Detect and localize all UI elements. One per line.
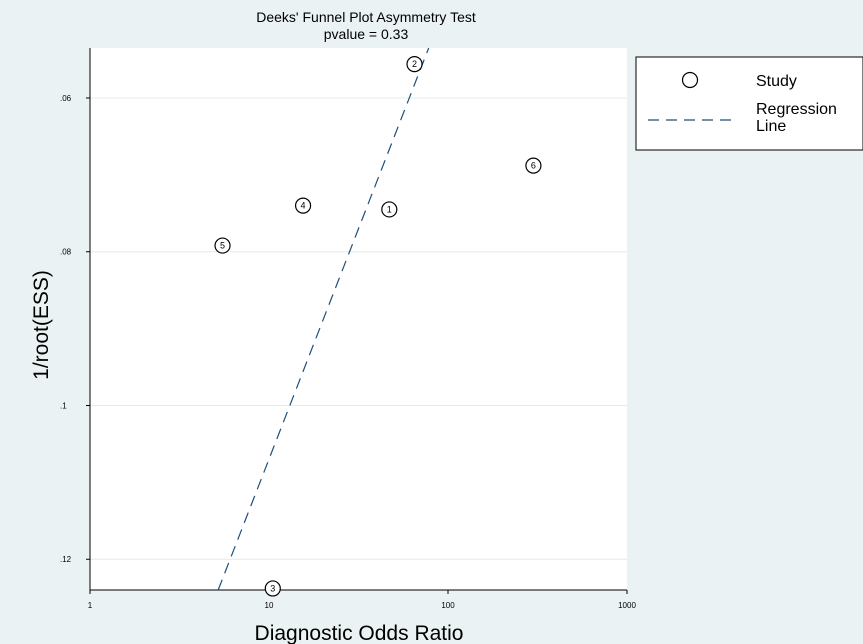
- chart-subtitle: pvalue = 0.33: [324, 26, 409, 42]
- x-tick-label-3: 1000: [618, 601, 636, 610]
- study-points: 1 2 3 4 5 6: [214, 56, 542, 597]
- axes: .06 .08 .1 .12 1 10 100 1000: [60, 48, 636, 610]
- y-tick-label-0: .06: [60, 94, 72, 103]
- y-axis-title: 1/root(ESS): [30, 270, 53, 380]
- study-point-label-5: 5: [220, 241, 225, 251]
- legend-study-marker: [681, 71, 699, 89]
- y-tick-label-2: .1: [60, 401, 67, 410]
- x-tick-label-2: 100: [441, 601, 455, 610]
- regression-layer: [217, 47, 430, 591]
- study-point-label-1: 1: [387, 204, 392, 214]
- y-tick-label-3: .12: [60, 555, 72, 564]
- legend-regression-label-line2: Line: [756, 118, 786, 135]
- study-point-4: [294, 197, 312, 214]
- legend-regression-label-line1: Regression: [756, 101, 837, 118]
- chart-title: Deeks' Funnel Plot Asymmetry Test: [256, 9, 476, 25]
- plot-area: [90, 48, 627, 590]
- legend-box: [635, 56, 863, 151]
- study-point-6: [525, 157, 542, 174]
- study-point-3: [264, 580, 281, 597]
- study-point-2: [406, 56, 423, 73]
- y-tick-label-1: .08: [60, 248, 72, 257]
- regression-line: [217, 47, 430, 591]
- study-point-5: [214, 237, 231, 254]
- x-axis-title: Diagnostic Odds Ratio: [255, 622, 464, 644]
- study-point-label-4: 4: [301, 201, 306, 211]
- study-point-label-3: 3: [270, 583, 275, 593]
- x-tick-label-1: 10: [265, 601, 274, 610]
- study-point-1: [381, 201, 398, 218]
- legend-study-label: Study: [756, 73, 797, 90]
- study-point-label-6: 6: [531, 161, 536, 171]
- x-tick-label-0: 1: [88, 601, 93, 610]
- study-point-label-2: 2: [412, 59, 417, 69]
- legend: Study Regression Line: [635, 56, 863, 151]
- grid-lines: [90, 97, 627, 560]
